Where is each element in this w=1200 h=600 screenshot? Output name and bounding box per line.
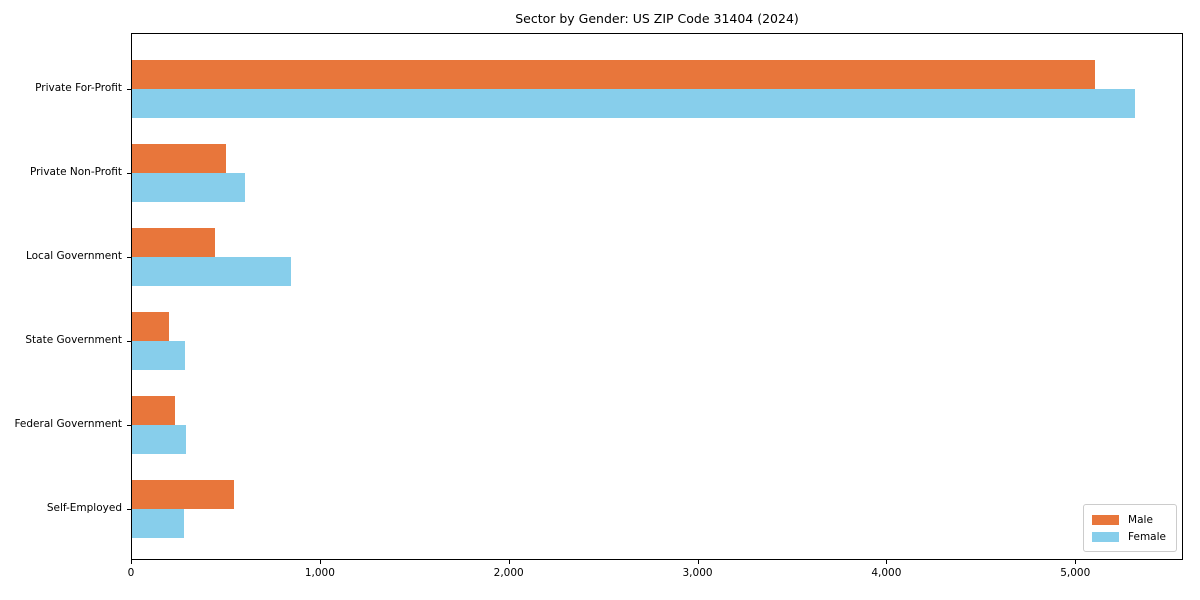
x-tick-mark [886,559,888,564]
bar-female-private-non-profit [132,173,246,202]
x-tick-mark [319,559,321,564]
bar-male-federal-government [132,396,176,425]
x-axis: 0 1,000 2,000 3,000 4,000 5,000 [128,559,1183,590]
y-tick-label-local-government: Local Government [25,250,122,262]
y-tick-label-state-government: State Government [25,334,122,346]
bar-female-self-employed [132,509,184,538]
male-swatch [1092,514,1120,525]
legend-item-male: Male [1092,511,1166,528]
x-tick-label-0: 0 [127,567,135,579]
x-tick-label-1000: 1,000 [304,567,335,579]
y-tick-mark [127,257,131,258]
x-tick-mark [508,559,510,564]
bar-male-state-government [132,312,169,341]
x-tick-label-5000: 5,000 [1060,567,1091,579]
x-tick-mark [697,559,699,564]
bar-male-private-for-profit [132,60,1096,89]
x-tick-label-4000: 4,000 [871,567,902,579]
bar-female-state-government [132,341,185,370]
legend-label-male: Male [1128,513,1153,526]
x-tick-label-2000: 2,000 [493,567,524,579]
bar-female-local-government [132,257,291,286]
chart-title: Sector by Gender: US ZIP Code 31404 (202… [515,11,799,26]
bar-male-self-employed [132,480,234,509]
x-tick-label-3000: 3,000 [682,567,713,579]
x-tick-mark [131,559,132,564]
plot-area: Male Female [127,33,1183,560]
y-axis-labels: Private For-Profit Private Non-Profit Loca… [0,33,122,560]
legend: Male Female [1083,504,1177,552]
x-tick-mark [1075,559,1077,564]
y-tick-mark [127,173,131,174]
bar-male-local-government [132,228,216,257]
bar-female-federal-government [132,425,186,454]
y-tick-mark [127,341,131,342]
legend-item-female: Female [1092,528,1166,545]
y-tick-label-federal-government: Federal Government [14,418,122,430]
y-tick-label-self-employed: Self-Employed [46,502,122,514]
bar-male-private-non-profit [132,144,227,173]
y-tick-label-private-for-profit: Private For-Profit [35,82,122,94]
female-swatch [1092,531,1120,542]
y-tick-mark [127,509,131,510]
y-tick-mark [127,89,131,90]
legend-label-female: Female [1128,530,1166,543]
y-tick-mark [127,425,131,426]
y-tick-label-private-non-profit: Private Non-Profit [29,166,122,178]
bar-female-private-for-profit [132,89,1135,118]
